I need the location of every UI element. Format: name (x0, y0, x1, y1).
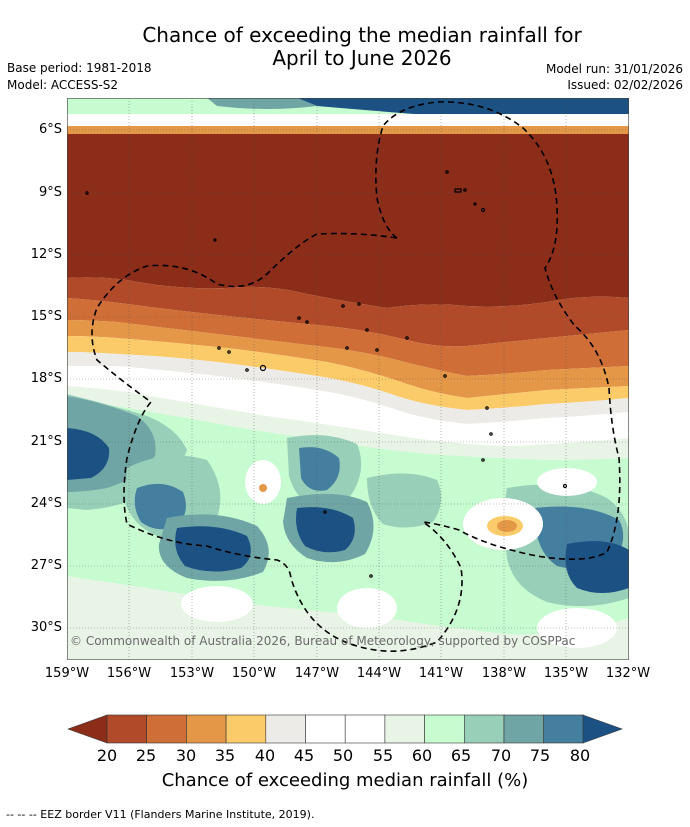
colorbar-swatches (106, 714, 584, 744)
colorbar-label-45: 45 (293, 746, 315, 765)
colorbar-label-50: 50 (332, 746, 354, 765)
colorbar-swatch (384, 714, 425, 744)
wet-blob-teal-e (367, 473, 442, 528)
lat-tick-15s: 15°S (30, 309, 62, 324)
colorbar-title: Chance of exceeding median rainfall (%) (161, 770, 529, 791)
dry-region-core (67, 134, 629, 308)
lat-tick-12s: 12°S (30, 247, 62, 262)
dry-spot-a-core (259, 484, 267, 492)
colorbar-swatch (186, 714, 227, 744)
near-normal-grey (67, 352, 629, 424)
colorbar-swatch (305, 714, 346, 744)
colorbar-high-arrow (582, 714, 623, 744)
map-frame (67, 98, 629, 660)
white-patch-south-a (181, 586, 253, 622)
gridlines (67, 98, 629, 660)
white-patch-mid (537, 468, 597, 496)
colorbar-label-20: 20 (96, 746, 118, 765)
colorbar-swatch (344, 714, 386, 744)
lon-tick-159w: 159°W (44, 666, 90, 681)
colorbar-swatch (146, 714, 187, 744)
issued-date: Issued: 02/02/2026 (567, 78, 683, 92)
wet-blob-blue-g (565, 541, 629, 593)
lon-tick-156w: 156°W (106, 666, 152, 681)
wet-blob-blue-c (299, 447, 340, 491)
colorbar-label-75: 75 (529, 746, 551, 765)
dry-region-orange (67, 298, 629, 376)
colorbar-label-65: 65 (450, 746, 472, 765)
lat-tick-24s: 24°S (30, 496, 62, 511)
colorbar-swatch (106, 714, 148, 744)
white-patch-south-b (337, 588, 397, 628)
lon-tick-141w: 141°W (418, 666, 464, 681)
lon-tick-144w: 144°W (356, 666, 402, 681)
band-north-teal (207, 98, 317, 109)
model-name: Model: ACCESS-S2 (7, 78, 119, 92)
lon-tick-153w: 153°W (169, 666, 215, 681)
eez-legend: -- -- -- EEZ border V11 (Flanders Marine… (6, 808, 315, 821)
lat-tick-9s: 9°S (38, 185, 62, 200)
colorbar-label-70: 70 (490, 746, 512, 765)
map-credit: © Commonwealth of Australia 2026, Bureau… (70, 634, 576, 648)
colorbar-swatch (424, 714, 465, 744)
wet-west-blue-2 (67, 428, 110, 480)
colorbar-swatch (265, 714, 306, 744)
colorbar-label-30: 30 (175, 746, 197, 765)
colorbar-label-35: 35 (214, 746, 236, 765)
lat-tick-30s: 30°S (30, 620, 62, 635)
colorbar-swatch (543, 714, 584, 744)
colorbar-low-arrow (67, 714, 108, 744)
colorbar-label-80: 80 (569, 746, 591, 765)
lat-tick-21s: 21°S (30, 434, 62, 449)
wet-blob-blue-b (175, 526, 251, 572)
eez-border (91, 101, 621, 652)
title-line-1: Chance of exceeding the median rainfall … (142, 23, 582, 47)
band-orange-north (67, 126, 629, 134)
lon-tick-150w: 150°W (231, 666, 277, 681)
colorbar-swatch (225, 714, 267, 744)
title-line-2: April to June 2026 (272, 46, 452, 70)
colorbar-swatch (463, 714, 505, 744)
lon-tick-132w: 132°W (605, 666, 651, 681)
colorbar-label-55: 55 (372, 746, 394, 765)
white-belt-south (67, 366, 629, 446)
wet-blob-blue-d (296, 507, 355, 553)
dry-region-rust (67, 277, 629, 347)
lon-tick-138w: 138°W (481, 666, 527, 681)
colorbar-label-25: 25 (135, 746, 157, 765)
lat-tick-27s: 27°S (30, 558, 62, 573)
dry-region-amber (67, 320, 629, 398)
lat-tick-18s: 18°S (30, 371, 62, 386)
model-run: Model run: 31/01/2026 (545, 62, 683, 76)
base-period: Base period: 1981-2018 (7, 61, 152, 75)
lon-tick-135w: 135°W (543, 666, 589, 681)
colorbar-swatch (503, 714, 545, 744)
colorbar-label-60: 60 (411, 746, 433, 765)
dry-spot-a (245, 460, 281, 504)
rainfall-map (67, 98, 629, 660)
dry-region-yellow (67, 336, 629, 410)
colorbar-label-40: 40 (254, 746, 276, 765)
colorbar (67, 714, 623, 744)
lat-tick-6s: 6°S (38, 122, 62, 137)
lon-tick-147w: 147°W (294, 666, 340, 681)
dry-spot-b-core (497, 520, 517, 532)
